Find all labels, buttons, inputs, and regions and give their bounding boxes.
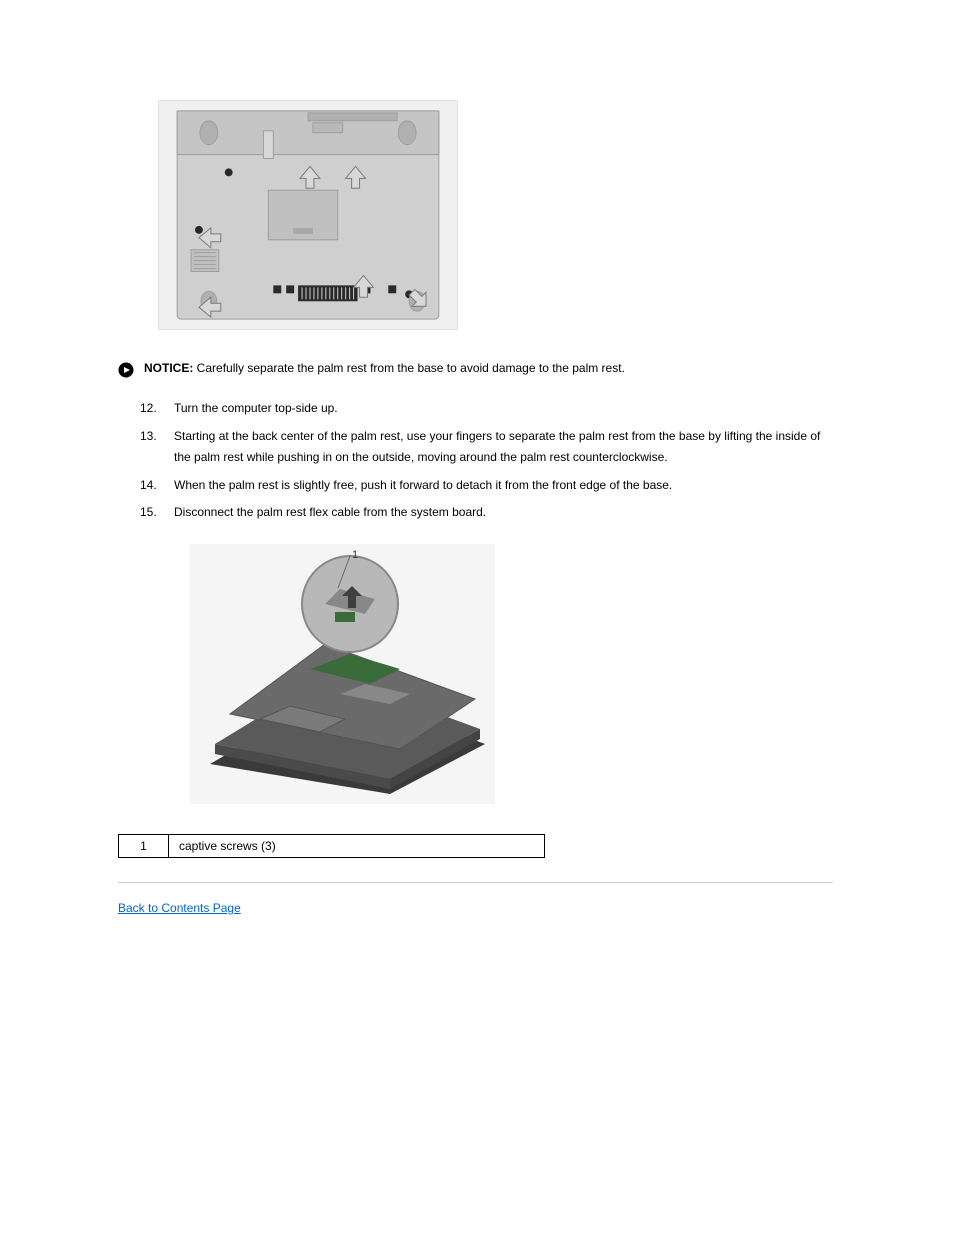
step-13: 13. Starting at the back center of the p… [140, 426, 836, 469]
notice-text: NOTICE: Carefully separate the palm rest… [144, 360, 625, 377]
step-text: When the palm rest is slightly free, pus… [174, 475, 672, 497]
callout-table: 1 captive screws (3) [118, 834, 545, 858]
notice-body: Carefully separate the palm rest from th… [193, 361, 625, 375]
callout-number: 1 [119, 834, 169, 857]
step-num: 12. [140, 398, 160, 420]
step-14: 14. When the palm rest is slightly free,… [140, 475, 836, 497]
step-num: 13. [140, 426, 160, 469]
step-num: 14. [140, 475, 160, 497]
palmrest-svg: 1 [190, 544, 495, 804]
step-list: 12. Turn the computer top-side up. 13. S… [140, 398, 836, 524]
step-15: 15. Disconnect the palm rest flex cable … [140, 502, 836, 524]
table-row: 1 captive screws (3) [119, 834, 545, 857]
back-to-contents-link[interactable]: Back to Contents Page [118, 901, 241, 915]
laptop-bottom-svg [159, 101, 457, 329]
step-text: Starting at the back center of the palm … [174, 426, 836, 469]
notice-icon [118, 362, 134, 378]
notice-block: NOTICE: Carefully separate the palm rest… [118, 360, 836, 378]
svg-text:1: 1 [352, 549, 358, 561]
divider [118, 882, 833, 883]
step-text: Turn the computer top-side up. [174, 398, 338, 420]
step-num: 15. [140, 502, 160, 524]
notice-label: NOTICE: [144, 361, 193, 375]
palmrest-image: 1 [190, 544, 495, 804]
laptop-bottom-image [158, 100, 458, 330]
callout-label: captive screws (3) [169, 834, 545, 857]
step-12: 12. Turn the computer top-side up. [140, 398, 836, 420]
step-text: Disconnect the palm rest flex cable from… [174, 502, 486, 524]
